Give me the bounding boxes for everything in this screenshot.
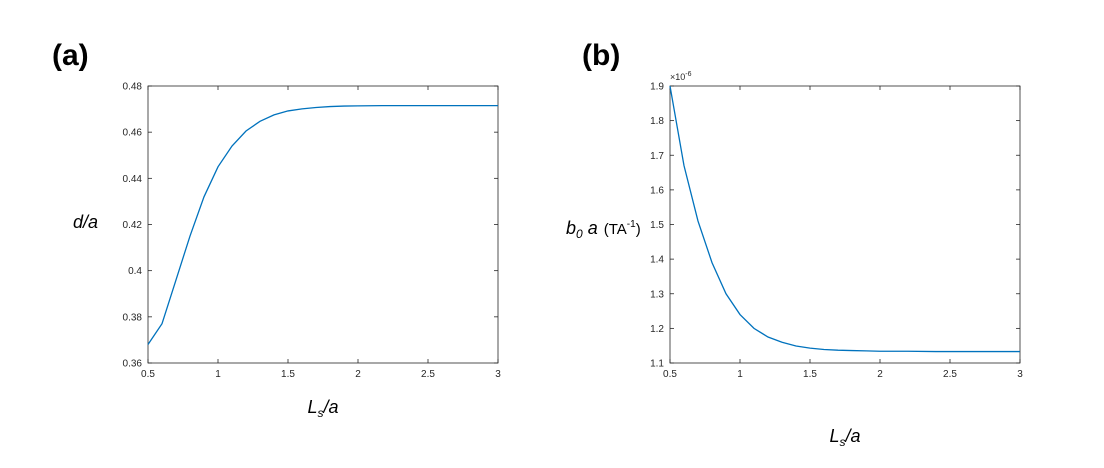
y-tick-label: 0.46 bbox=[123, 128, 143, 139]
chart-b-series-points bbox=[670, 86, 1020, 352]
y-tick-label: 1.3 bbox=[650, 289, 664, 300]
chart-a-axes-frame bbox=[148, 86, 498, 363]
chart-b-y-tick-labels: 1.1 1.2 1.3 1.4 1.5 1.6 1.7 1.8 1.9 bbox=[650, 82, 664, 370]
y-tick-label: 1.7 bbox=[650, 151, 664, 162]
x-tick-label: 2 bbox=[355, 369, 361, 380]
chart-b-y-axis-label: b0 a(TA-1) bbox=[566, 218, 641, 241]
chart-b: 0.5 1 1.5 2 2.5 3 1.1 1.2 1.3 1.4 1.5 1.6 1.7 1.8 1.9… bbox=[566, 71, 1023, 449]
x-tick-label: 0.5 bbox=[663, 369, 677, 380]
chart-b-series-line bbox=[670, 86, 1020, 352]
y-tick-label: 0.48 bbox=[123, 82, 143, 93]
x-tick-label: 1 bbox=[737, 369, 743, 380]
chart-a-x-axis-label: Ls/a bbox=[307, 397, 338, 420]
chart-a-y-axis-label: d/a bbox=[73, 212, 98, 232]
y-tick-label: 0.44 bbox=[123, 174, 143, 185]
panel-label-a: (a) bbox=[52, 39, 89, 72]
y-tick-label: 1.6 bbox=[650, 185, 664, 196]
x-tick-label: 3 bbox=[1017, 369, 1023, 380]
x-tick-label: 2 bbox=[877, 369, 883, 380]
x-tick-label: 2.5 bbox=[943, 369, 957, 380]
y-tick-label: 1.8 bbox=[650, 116, 664, 127]
chart-b-x-tick-labels: 0.5 1 1.5 2 2.5 3 bbox=[663, 369, 1023, 380]
y-tick-label: 0.36 bbox=[123, 359, 143, 370]
x-tick-label: 1.5 bbox=[281, 369, 295, 380]
chart-a-ticks bbox=[148, 86, 498, 363]
x-tick-label: 1.5 bbox=[803, 369, 817, 380]
y-tick-label: 1.5 bbox=[650, 220, 664, 231]
y-tick-label: 1.2 bbox=[650, 324, 664, 335]
x-tick-label: 1 bbox=[215, 369, 221, 380]
y-tick-label: 0.38 bbox=[123, 312, 143, 323]
x-tick-label: 0.5 bbox=[141, 369, 155, 380]
chart-a-x-tick-labels: 0.5 1 1.5 2 2.5 3 bbox=[141, 369, 501, 380]
y-tick-label: 1.1 bbox=[650, 359, 664, 370]
chart-a-y-tick-labels: 0.36 0.38 0.4 0.42 0.44 0.46 0.48 bbox=[123, 82, 143, 370]
y-tick-label: 0.4 bbox=[128, 266, 142, 277]
panel-label-b: (b) bbox=[582, 39, 620, 72]
y-tick-label: 0.42 bbox=[123, 220, 143, 231]
x-tick-label: 2.5 bbox=[421, 369, 435, 380]
chart-a: 0.5 1 1.5 2 2.5 3 0.36 0.38 0.4 0.42 0.44 0.46 0.48… bbox=[73, 82, 501, 421]
x-tick-label: 3 bbox=[495, 369, 501, 380]
y-tick-label: 1.4 bbox=[650, 255, 664, 266]
chart-a-series-points bbox=[148, 106, 498, 345]
chart-b-axes-frame bbox=[670, 86, 1020, 363]
chart-b-x-axis-label: Ls/a bbox=[829, 426, 860, 449]
chart-a-series-line bbox=[148, 106, 498, 345]
y-tick-label: 1.9 bbox=[650, 82, 664, 93]
chart-b-ticks bbox=[670, 86, 1020, 363]
chart-b-y-exponent: ×10-6 bbox=[670, 71, 692, 82]
